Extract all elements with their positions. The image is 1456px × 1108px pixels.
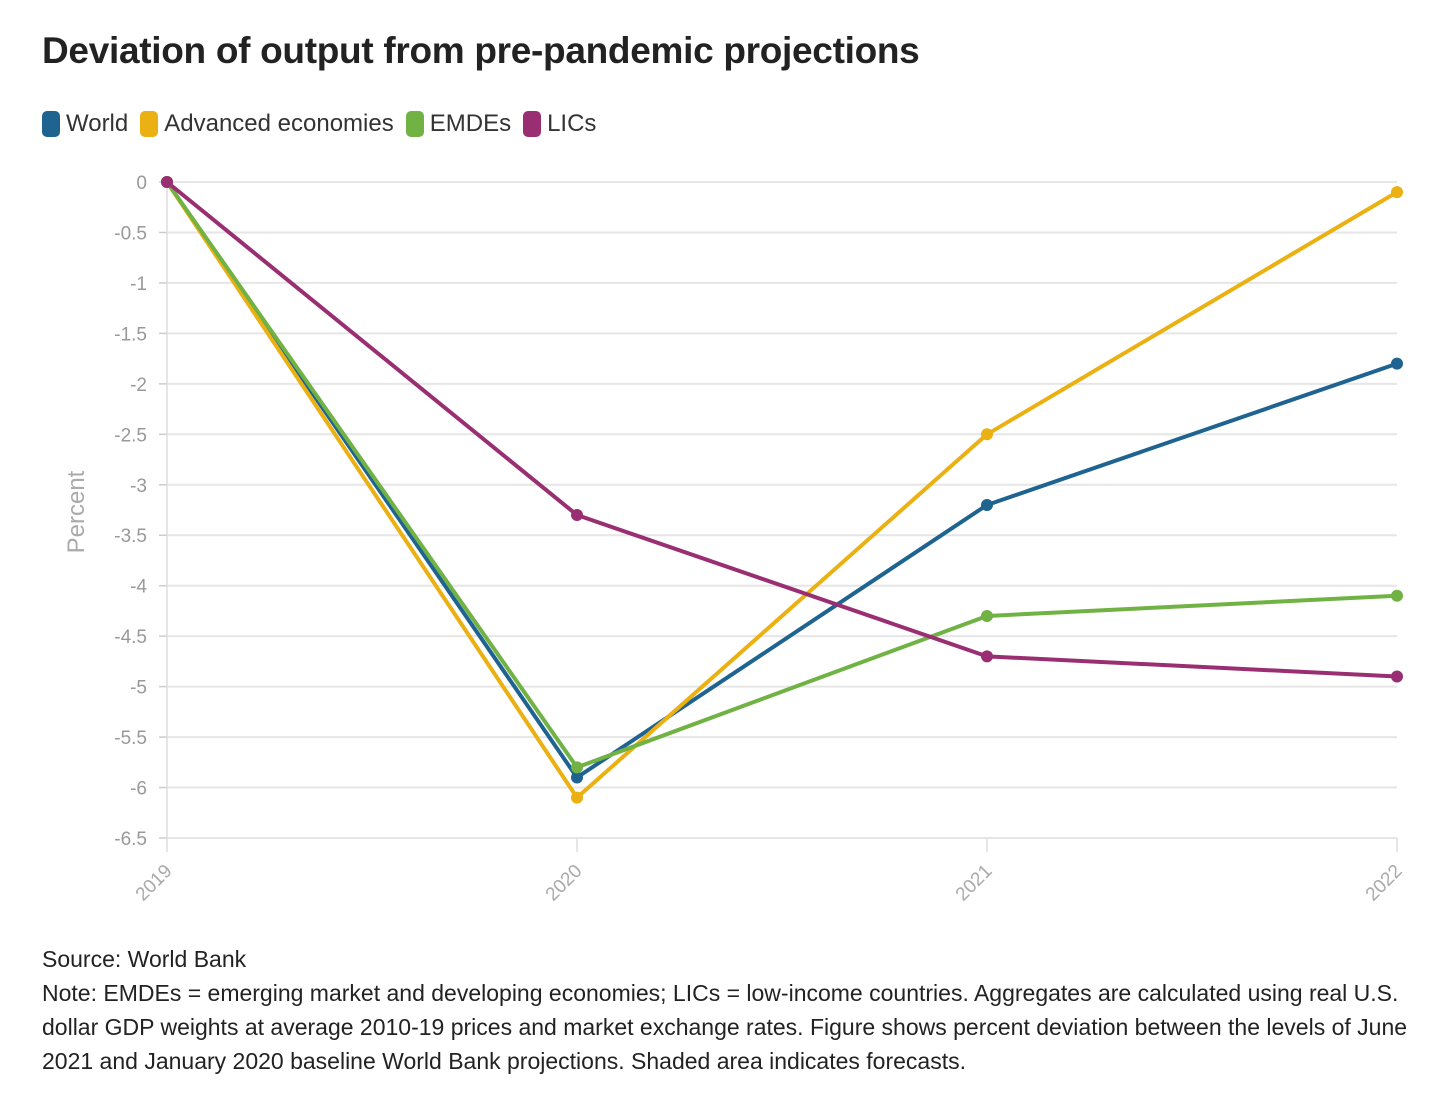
legend-swatch xyxy=(405,111,424,137)
series-line-world xyxy=(165,180,1398,780)
y-tick-label: -1.5 xyxy=(114,324,147,345)
y-tick-label: -0.5 xyxy=(114,223,147,244)
data-point-advanced-economies xyxy=(1391,186,1403,199)
legend-swatch xyxy=(523,111,542,137)
data-point-lics xyxy=(1391,670,1403,683)
chart-title: Deviation of output from pre-pandemic pr… xyxy=(42,30,920,71)
y-tick-label: -3.5 xyxy=(114,526,147,547)
legend: World Advanced economies EMDEs LICs xyxy=(42,110,596,138)
data-point-world xyxy=(981,498,993,511)
legend-label: EMDEs xyxy=(429,110,512,137)
legend-item[interactable]: EMDEs xyxy=(405,110,512,138)
y-tick-label: -6.5 xyxy=(114,829,147,850)
data-point-world xyxy=(1391,357,1403,370)
y-tick-label: 0 xyxy=(136,173,147,194)
series-line-advanced-economies xyxy=(165,180,1399,800)
data-point-lics xyxy=(161,176,173,188)
series-line-lics xyxy=(165,180,1398,679)
line-chart: 0 -0.5 -1 -1.5 -2 -2.5 -3 -3.5 -4 -4.5 -5 -5.5 -6 -6.… xyxy=(63,173,1407,906)
x-tick-label: 2019 xyxy=(132,861,177,906)
y-tick-label: -5.5 xyxy=(114,728,147,749)
notes: Source: World Bank Note: EMDEs = emergin… xyxy=(42,942,1422,1078)
data-point-world xyxy=(571,771,583,784)
y-tick-label: -1 xyxy=(130,274,147,295)
y-tick-label: -5 xyxy=(130,678,147,699)
data-point-lics xyxy=(571,509,583,522)
note-text: Note: EMDEs = emerging market and develo… xyxy=(42,980,1408,1074)
legend-swatch xyxy=(42,111,60,137)
x-tick-label: 2021 xyxy=(952,861,997,906)
legend-item[interactable]: World xyxy=(42,110,128,138)
data-point-emdes xyxy=(571,761,583,774)
data-point-advanced-economies xyxy=(981,428,993,441)
data-point-emdes xyxy=(1391,589,1403,602)
data-point-emdes xyxy=(981,609,993,622)
legend-swatch xyxy=(140,111,159,137)
legend-item[interactable]: LICs xyxy=(523,110,596,138)
legend-label: Advanced economies xyxy=(164,110,394,137)
x-tick-label: 2022 xyxy=(1362,861,1407,906)
y-tick-label: -4.5 xyxy=(114,627,147,648)
data-point-lics xyxy=(981,650,993,663)
x-tick-label: 2020 xyxy=(542,861,587,906)
y-tick-label: -3 xyxy=(130,476,147,497)
y-tick-label: -4 xyxy=(130,577,147,598)
series-line-emdes xyxy=(165,180,1398,770)
y-axis-label: Percent xyxy=(63,470,90,553)
source-text: Source: World Bank xyxy=(42,946,247,972)
legend-item[interactable]: Advanced economies xyxy=(140,110,394,138)
data-point-advanced-economies xyxy=(571,791,583,804)
y-tick-label: -2 xyxy=(130,375,147,396)
y-tick-label: -2.5 xyxy=(114,425,147,446)
legend-label: LICs xyxy=(547,110,597,137)
y-tick-label: -6 xyxy=(130,779,147,800)
legend-label: World xyxy=(66,110,129,137)
